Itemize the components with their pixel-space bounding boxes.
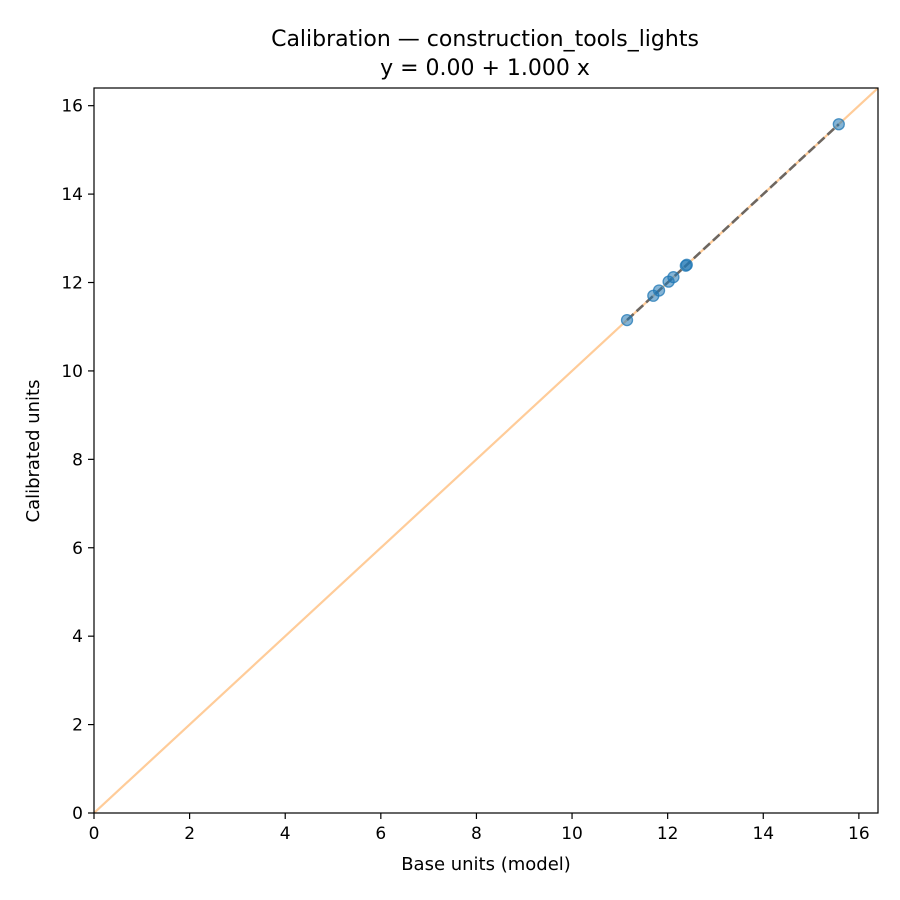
- y-tick-label: 14: [61, 185, 83, 205]
- axes-frame: [93, 87, 879, 814]
- y-tick-label: 16: [61, 97, 83, 117]
- data-point: [832, 118, 845, 131]
- y-tick-label: 12: [61, 274, 83, 294]
- data-point: [667, 271, 680, 284]
- x-tick-label: 2: [184, 824, 195, 844]
- y-tick-label: 6: [72, 539, 83, 559]
- y-tick-label: 4: [72, 627, 83, 647]
- chart-title: Calibration — construction_tools_lights: [271, 27, 699, 52]
- plot-area: [94, 88, 878, 813]
- x-tick-label: 4: [280, 824, 291, 844]
- x-tick-label: 12: [657, 824, 679, 844]
- data-point: [652, 284, 666, 297]
- y-axis-ticks: 0 2 4 6 8 10 12 14 16: [61, 97, 94, 824]
- x-tick-label: 16: [848, 824, 870, 844]
- x-tick-label: 14: [752, 824, 774, 844]
- x-tick-label: 0: [89, 824, 100, 844]
- x-tick-label: 10: [561, 824, 583, 844]
- data-point: [680, 258, 693, 271]
- x-tick-label: 6: [375, 824, 386, 844]
- x-axis-label: Base units (model): [401, 854, 571, 875]
- y-tick-label: 0: [72, 804, 83, 824]
- chart-subtitle: y = 0.00 + 1.000 x: [380, 56, 590, 81]
- y-axis-label: Calibrated units: [23, 380, 44, 523]
- y-tick-label: 8: [72, 450, 83, 470]
- y-tick-label: 2: [72, 716, 83, 736]
- identity-line: [94, 88, 878, 813]
- y-tick-label: 10: [61, 362, 83, 382]
- x-tick-label: 8: [471, 824, 482, 844]
- data-point: [620, 313, 634, 327]
- x-axis-ticks: 0 2 4 6 8 10 12 14 16: [89, 813, 870, 844]
- fit-line: [626, 123, 840, 322]
- data-points: [620, 118, 845, 327]
